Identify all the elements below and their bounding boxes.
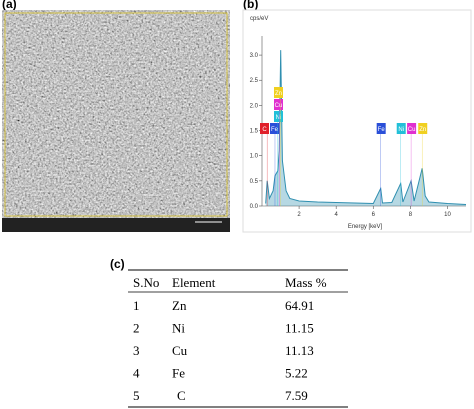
y-tick-label: 1.5 (250, 129, 259, 135)
x-tick-label: 6 (372, 212, 376, 218)
element-tag (274, 99, 283, 110)
y-tick-label: 2.0 (250, 103, 259, 109)
x-tick-label: 2 (297, 212, 301, 218)
panel-label: (c) (110, 257, 125, 271)
element-label: Zn (275, 91, 282, 97)
element-tag (396, 123, 406, 134)
element-tag (376, 123, 386, 134)
table-cell: Zn (172, 298, 187, 313)
y-tick-label: 3.0 (250, 53, 259, 59)
x-axis-label: Energy [keV] (348, 224, 383, 230)
element-label: Fe (378, 127, 386, 133)
element-tag (407, 123, 417, 134)
element-label: Cu (275, 103, 283, 109)
y-axis-label: cps/eV (250, 16, 268, 22)
table-cell: 64.91 (285, 298, 314, 313)
table: S.No Element Mass % 1 Zn 64.91 2 Ni 11.15 3 Cu 11.1… (128, 269, 348, 408)
table-cell: 11.13 (285, 343, 314, 358)
x-tick-label: 8 (409, 212, 413, 218)
table-cell: 11.15 (285, 321, 314, 336)
element-label: Cu (408, 127, 416, 133)
sem-frame (4, 12, 228, 217)
element-tag (274, 87, 283, 98)
table-cell: 3 (133, 343, 140, 358)
y-tick-label: 0.5 (250, 179, 259, 185)
element-tag (260, 123, 269, 134)
table-cell: Fe (172, 366, 185, 381)
element-tag (418, 123, 428, 134)
y-tick-label: 2.5 (250, 78, 259, 84)
sem-image (2, 10, 230, 220)
element-label: Fe (271, 127, 279, 133)
table-header: Element (172, 275, 216, 290)
table-cell: Ni (172, 321, 185, 336)
element-tag (274, 111, 283, 122)
table-cell: 7.59 (285, 388, 308, 403)
element-tag (270, 123, 279, 134)
table-cell: C (177, 388, 186, 403)
table-cell: Cu (172, 343, 188, 358)
table-cell: 2 (133, 321, 140, 336)
table-cell: 5.22 (285, 366, 308, 381)
panel-label: (b) (243, 0, 258, 11)
sem-info-bar (2, 218, 230, 232)
table-cell: 1 (133, 298, 140, 313)
x-tick-label: 10 (444, 212, 451, 218)
spectrum-line (265, 50, 467, 205)
element-label: Zn (419, 127, 426, 133)
element-label: Ni (276, 115, 282, 121)
y-tick-label: 1.0 (250, 154, 259, 160)
element-label: Ni (398, 127, 404, 133)
panel-label: (a) (2, 0, 17, 11)
table-cell: 4 (133, 366, 140, 381)
x-tick-label: 4 (335, 212, 339, 218)
table-header: Mass % (285, 275, 327, 290)
y-tick-label: 0.0 (250, 204, 259, 210)
table-cell: 5 (133, 388, 140, 403)
element-label: C (262, 127, 267, 133)
table-header: S.No (133, 275, 159, 290)
